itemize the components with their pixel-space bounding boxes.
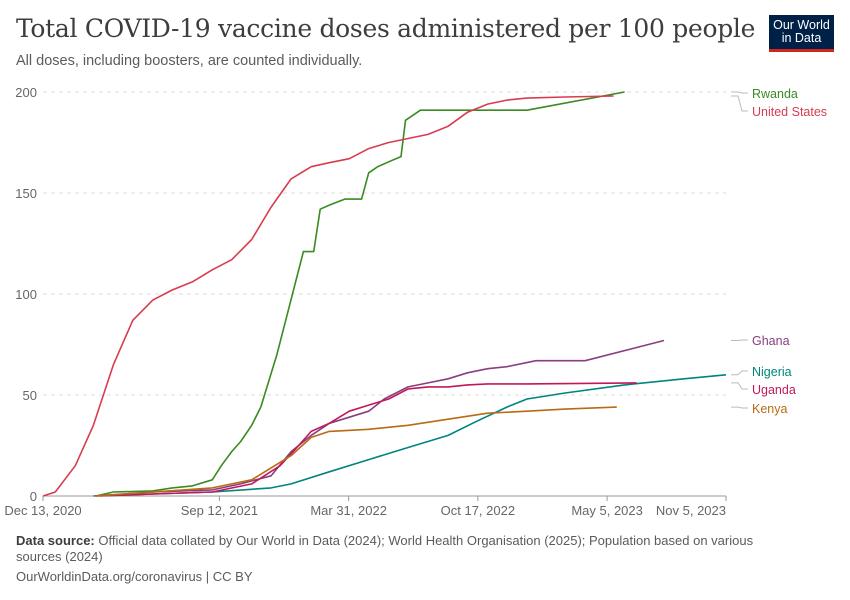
series-line-ghana: [93, 339, 665, 497]
legend-connector: [731, 95, 748, 112]
x-tick-label: Nov 5, 2023: [656, 503, 726, 518]
y-tick-label: 100: [15, 287, 37, 302]
legend-connector: [731, 91, 748, 94]
y-tick-label: 150: [15, 186, 37, 201]
legend-connector: [731, 406, 748, 409]
x-tick-label: Dec 13, 2020: [4, 503, 81, 518]
data-source-note: Data source: Official data collated by O…: [16, 533, 796, 564]
logo-line-2: in Data: [781, 31, 822, 45]
legend-label-kenya: Kenya: [752, 402, 787, 416]
chart-subtitle: All doses, including boosters, are count…: [16, 53, 363, 69]
our-world-in-data-logo[interactable]: Our World in Data: [769, 15, 834, 52]
legend-label-ghana: Ghana: [752, 334, 790, 348]
series-line-united-states: [42, 95, 614, 497]
logo-line-1: Our World: [773, 18, 830, 32]
credit-link[interactable]: OurWorldinData.org/coronavirus | CC BY: [16, 569, 253, 584]
series-line-kenya: [95, 406, 617, 497]
legend-label-uganda: Uganda: [752, 383, 796, 397]
legend-label-united-states: United States: [752, 105, 827, 119]
series-line-uganda: [99, 382, 637, 497]
x-tick-label: Mar 31, 2022: [310, 503, 387, 518]
y-tick-label: 50: [23, 388, 37, 403]
legend-connector: [731, 339, 748, 341]
x-tick-label: May 5, 2023: [571, 503, 643, 518]
data-source-label: Data source:: [16, 533, 95, 548]
y-tick-label: 0: [30, 489, 37, 504]
x-tick-label: Sep 12, 2021: [181, 503, 258, 518]
series-line-rwanda: [95, 91, 625, 497]
legend-label-nigeria: Nigeria: [752, 365, 792, 379]
y-tick-label: 200: [15, 85, 37, 100]
legend-label-rwanda: Rwanda: [752, 87, 798, 101]
legend-connector: [731, 370, 748, 376]
data-source-text: Official data collated by Our World in D…: [16, 533, 754, 564]
chart-title: Total COVID-19 vaccine doses administere…: [16, 14, 756, 43]
legend-connector: [731, 382, 748, 390]
line-chart[interactable]: 0 50 100 150 200 Dec 13, 2020 Sep 12, 2021 Mar …: [0, 0, 850, 530]
x-tick-label: Oct 17, 2022: [441, 503, 515, 518]
series-line-nigeria: [95, 374, 727, 497]
